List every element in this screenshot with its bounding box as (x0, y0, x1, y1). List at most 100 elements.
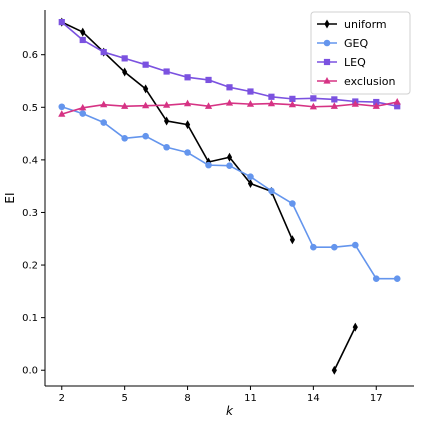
data-point-uniform (184, 120, 191, 130)
data-point-uniform (352, 322, 358, 332)
legend: uniform GEQ LEQ exclusion (310, 11, 411, 95)
data-point-exclusion (351, 100, 359, 107)
data-point-geq (351, 241, 359, 249)
data-point-exclusion (330, 102, 338, 109)
series-line-uniform (333, 326, 357, 371)
data-point-geq (268, 187, 275, 195)
data-point-exclusion (204, 102, 213, 109)
data-point-uniform (143, 84, 149, 94)
y-tick-label: 0.5 (22, 103, 38, 114)
y-tick-label: 0.0 (22, 366, 38, 377)
data-point-geq (121, 135, 128, 142)
data-point-leq (373, 98, 380, 106)
data-point-exclusion (79, 103, 87, 111)
x-tick-label: 11 (244, 393, 257, 404)
data-point-geq (310, 243, 317, 251)
data-point-exclusion (121, 102, 129, 109)
data-point-uniform (80, 27, 86, 37)
data-point-exclusion (246, 100, 255, 107)
data-point-exclusion (225, 99, 234, 106)
series-layer (58, 17, 401, 375)
data-point-geq (331, 243, 338, 251)
plot-area: 2 5 8 11 14 17 0.0 0.1 0.2 0.3 0.4 0.5 0.6 (22, 10, 414, 404)
legend-label: GEQ (344, 37, 368, 50)
data-point-exclusion (393, 98, 401, 105)
data-point-geq (372, 275, 380, 283)
y-tick-label: 0.4 (22, 155, 38, 166)
data-point-geq (142, 132, 149, 140)
legend-label: LEQ (344, 56, 366, 69)
legend-item-geq: GEQ (317, 37, 368, 50)
data-point-leq (205, 76, 212, 84)
y-axis-title: EI (3, 192, 17, 203)
data-point-leq (79, 36, 86, 44)
data-point-geq (184, 149, 191, 156)
legend-swatch-marker (323, 58, 331, 66)
legend-label: uniform (344, 18, 387, 31)
data-point-uniform (289, 235, 295, 245)
legend-item-uniform: uniform (317, 18, 387, 31)
legend-swatch-marker (324, 19, 330, 29)
data-point-uniform (331, 365, 337, 375)
data-point-geq (163, 143, 170, 151)
legend-label: exclusion (344, 75, 395, 88)
x-tick-label: 17 (370, 393, 383, 404)
series-line-uniform (61, 21, 294, 241)
x-axis-title: k (226, 404, 234, 418)
data-point-leq (163, 68, 170, 75)
data-point-exclusion (372, 102, 380, 109)
data-point-exclusion (288, 100, 296, 108)
data-point-exclusion (267, 99, 276, 107)
data-point-uniform (164, 116, 170, 126)
data-point-geq (247, 173, 254, 181)
data-point-exclusion (309, 102, 317, 110)
data-point-exclusion (58, 110, 66, 117)
data-point-uniform (122, 67, 128, 77)
series-geq (58, 103, 401, 283)
y-tick-label: 0.3 (22, 208, 38, 219)
data-point-geq (58, 103, 66, 111)
data-point-geq (226, 162, 233, 169)
data-point-leq (184, 74, 191, 81)
data-point-exclusion (163, 101, 171, 108)
data-point-leq (394, 103, 401, 110)
data-point-leq (58, 18, 65, 26)
legend-item-exclusion: exclusion (317, 75, 395, 88)
series-exclusion (58, 98, 401, 117)
data-point-leq (310, 95, 317, 102)
series-leq (58, 18, 401, 110)
data-point-uniform (247, 179, 254, 189)
data-point-geq (205, 161, 212, 169)
y-tick-label: 0.1 (22, 313, 38, 324)
legend-box (310, 11, 411, 95)
series-line-geq (61, 105, 398, 280)
y-ticks: 0.0 0.1 0.2 0.3 0.4 0.5 0.6 (22, 50, 45, 377)
data-point-leq (100, 48, 107, 56)
x-tick-label: 5 (121, 393, 127, 404)
x-tick-label: 8 (184, 393, 190, 404)
y-tick-label: 0.2 (22, 261, 38, 272)
data-point-leq (226, 84, 233, 91)
data-point-leq (331, 96, 338, 103)
data-point-leq (142, 61, 149, 68)
data-point-geq (289, 200, 296, 207)
x-tick-label: 14 (307, 393, 320, 404)
data-point-exclusion (183, 99, 192, 107)
legend-swatch-marker (323, 39, 331, 47)
data-point-exclusion (142, 101, 150, 109)
data-point-leq (121, 55, 128, 62)
x-ticks: 2 5 8 11 14 17 (59, 386, 383, 404)
data-point-geq (393, 275, 401, 283)
y-tick-label: 0.6 (22, 50, 38, 61)
x-tick-label: 2 (59, 393, 65, 404)
data-point-exclusion (100, 100, 108, 108)
legend-swatch-marker (323, 77, 331, 84)
data-point-leq (247, 88, 254, 95)
data-point-uniform (226, 152, 233, 162)
data-point-leq (289, 95, 296, 102)
legend-item-leq: LEQ (317, 56, 366, 69)
data-point-geq (100, 119, 108, 126)
data-point-leq (268, 93, 275, 100)
data-point-geq (79, 110, 87, 117)
